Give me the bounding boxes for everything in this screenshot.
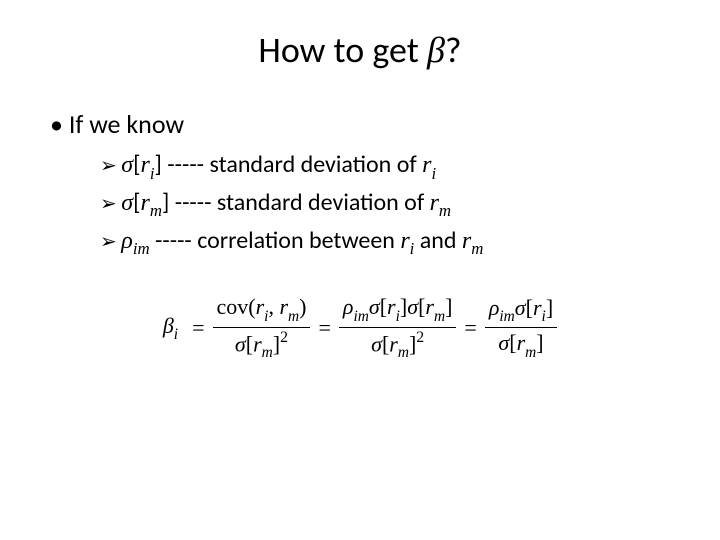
f1d-c: ]	[273, 331, 280, 356]
f2d-rs: m	[398, 344, 409, 361]
title-suffix: ?	[445, 28, 462, 72]
f1-comma: ,	[268, 294, 279, 319]
f3d-rs: m	[525, 344, 536, 361]
f2-rho: ρ	[343, 294, 354, 319]
fraction-3: ρimσ[ri] σ[rm]	[485, 294, 557, 362]
f3d-sig: σ	[498, 330, 509, 355]
f2-r1s: i	[396, 308, 400, 325]
f2-r1: r	[387, 294, 396, 319]
frac1-den: σ[rm]2	[231, 329, 292, 363]
sb1-sigma: σ	[121, 152, 133, 178]
sb3-sub: im	[133, 239, 150, 258]
f3d-o: [	[509, 330, 516, 355]
sb2-dvar: r	[430, 190, 439, 216]
f2-rhos: im	[353, 308, 368, 325]
f-eq1: =	[192, 315, 204, 341]
sb3-rho: ρ	[121, 228, 133, 254]
bullet-level1: If we know	[50, 108, 680, 140]
sb2-dsub: m	[439, 201, 451, 220]
sb3-mid: and	[414, 226, 462, 255]
f3-c: ]	[546, 295, 553, 320]
f1d-exp: 2	[280, 329, 288, 346]
slide-title: How to get β?	[40, 28, 680, 72]
f2-o1: [	[380, 294, 387, 319]
frac3-den: σ[rm]	[494, 329, 547, 361]
sb1-dash: -----	[162, 150, 210, 179]
f-beta: β	[163, 313, 174, 338]
f1-r1: r	[256, 294, 265, 319]
beta-formula: βi = cov(ri, rm) σ[rm]2 = ρimσ[ri]σ[rm]	[163, 293, 557, 362]
frac1-num: cov(ri, rm)	[213, 293, 311, 325]
sb1-sub: i	[150, 164, 155, 183]
slide: How to get β? If we know σ[ri] ----- sta…	[0, 0, 720, 382]
sub-bullet-3: ρim ----- correlation between ri and rm	[100, 226, 680, 260]
sb3-dvar: r	[400, 228, 409, 254]
f3-rho: ρ	[489, 295, 500, 320]
sub-bullet-2: σ[rm] ----- standard deviation of rm	[100, 188, 680, 222]
f2-c2: ]	[445, 294, 452, 319]
f3d-c: ]	[536, 330, 543, 355]
f2-s2: σ	[407, 294, 418, 319]
bullet1-text: If we know	[69, 108, 184, 140]
f1d-o: [	[246, 331, 253, 356]
sb3-dsub: i	[410, 239, 415, 258]
f-beta-sub: i	[174, 326, 178, 343]
sub-bullet-1: σ[ri] ----- standard deviation of ri	[100, 150, 680, 184]
f-eq3: =	[464, 315, 476, 341]
f2d-sig: σ	[371, 331, 382, 356]
f1d-sig: σ	[235, 331, 246, 356]
sb1-var: r	[140, 152, 149, 178]
sb3-dvar2: r	[462, 228, 471, 254]
sb3-dash: -----	[150, 226, 198, 255]
frac2-bar	[339, 327, 457, 328]
f3-rs: i	[542, 308, 546, 325]
sb2-sub: m	[150, 201, 162, 220]
sb2-var: r	[140, 190, 149, 216]
f3-o: [	[526, 295, 533, 320]
sb1-close: ]	[155, 150, 162, 179]
formula-container: βi = cov(ri, rm) σ[rm]2 = ρimσ[ri]σ[rm]	[40, 293, 680, 362]
f3-r: r	[533, 295, 542, 320]
f3-rhos: im	[499, 308, 514, 325]
f2d-r: r	[389, 331, 398, 356]
f1d-r: r	[253, 331, 262, 356]
f1-r2: r	[279, 294, 288, 319]
fraction-1: cov(ri, rm) σ[rm]2	[213, 293, 311, 362]
f1-close: )	[299, 294, 306, 319]
title-prefix: How to get	[258, 28, 427, 72]
title-beta: β	[427, 30, 445, 70]
frac1-bar	[213, 327, 311, 328]
sb3-dsub2: m	[471, 239, 483, 258]
f3d-r: r	[517, 330, 526, 355]
frac3-num: ρimσ[ri]	[485, 294, 557, 326]
sb2-dash: -----	[169, 188, 217, 217]
f1-cov: cov(	[217, 294, 256, 319]
f2-r2: r	[425, 294, 434, 319]
formula-lhs: βi	[163, 313, 178, 343]
sb2-sigma: σ	[121, 190, 133, 216]
fraction-2: ρimσ[ri]σ[rm] σ[rm]2	[339, 293, 457, 362]
sb1-desc: standard deviation of	[209, 150, 422, 179]
f-eq2: =	[318, 315, 330, 341]
f1-r1s: i	[264, 308, 268, 325]
frac2-num: ρimσ[ri]σ[rm]	[339, 293, 457, 325]
frac2-den: σ[rm]2	[367, 329, 428, 363]
frac3-bar	[485, 327, 557, 328]
f3-s: σ	[515, 295, 526, 320]
sb1-dsub: i	[431, 164, 436, 183]
f1-r2s: m	[288, 308, 299, 325]
f2d-exp: 2	[416, 329, 424, 346]
sb2-desc: standard deviation of	[217, 188, 430, 217]
f2-r2s: m	[434, 308, 445, 325]
sb3-desc: correlation between	[197, 226, 400, 255]
f2-s1: σ	[369, 294, 380, 319]
f1d-rs: m	[262, 344, 273, 361]
